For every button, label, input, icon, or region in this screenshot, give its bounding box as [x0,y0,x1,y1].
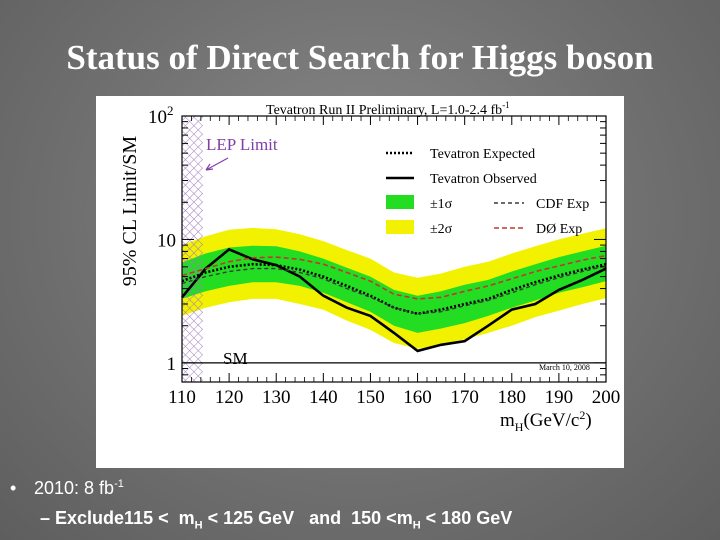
x-tick-label: 120 [215,387,244,408]
legend-observed: Tevatron Observed [386,172,537,187]
bullet-sup: -1 [114,478,124,490]
subbullet-dash: – [40,508,51,528]
legend-two-sigma-swatch [386,220,414,234]
legend-d0-label: DØ Exp [536,222,582,237]
legend-expected-label: Tevatron Expected [430,147,535,162]
x-axis-label: mH(GeV/c2) [500,408,592,434]
expected-limit-line [181,262,607,316]
limit-chart-svg: 110 120 130 140 150 160 170 180 190 200 102 10 1 Tev… [119,100,621,434]
subbullet-part3: < 180 GeV [420,508,513,528]
x-tick-label: 160 [403,387,432,408]
bullet-dot: • [10,478,17,498]
x-tick-label: 140 [309,387,338,408]
x-tick-label: 110 [168,387,196,408]
subbullet-part1: Exclude115 < m [55,508,195,528]
bullet-text: 2010: 8 fb [34,478,115,498]
legend-d0: DØ Exp [494,222,582,237]
plot-frame [181,115,607,383]
legend-expected: Tevatron Expected [386,147,535,162]
date-annotation: March 10, 2008 [539,363,590,372]
x-tick-label: 190 [545,387,574,408]
legend-one-sigma-label: ±1σ [430,197,453,212]
x-tick-label: 200 [592,387,621,408]
x-tick-label: 150 [356,387,385,408]
subbullet-sub1: H [194,519,203,532]
lep-limit-arrow [205,157,229,171]
legend-observed-label: Tevatron Observed [430,172,537,187]
sm-label: SM [223,349,248,368]
legend-cdf-label: CDF Exp [536,197,589,212]
cdf-expected-line [181,265,607,315]
x-tick-label: 130 [262,387,291,408]
subbullet-exclusion: – Exclude115 < mH < 125 GeV and 150 <mH … [40,508,512,532]
lep-limit-label: LEP Limit [206,135,278,154]
legend-two-sigma: ±2σ [386,220,453,237]
legend-two-sigma-label: ±2σ [430,222,453,237]
y-tick-label: 1 [167,354,177,375]
bullet-2010: • 2010: 8 fb-1 [10,478,124,499]
subbullet-sub2: H [412,519,421,532]
observed-limit-line [180,247,607,353]
y-tick-label: 10 [157,230,176,251]
lep-excluded-region-crosshatch [182,116,203,382]
legend-one-sigma: ±1σ [386,195,453,212]
slide-title: Status of Direct Search for Higgs boson [66,38,654,77]
d0-expected-line [181,254,607,300]
subbullet-part2: < 125 GeV and 150 <m [202,508,413,528]
x-tick-label: 170 [450,387,479,408]
limit-plot: 110 120 130 140 150 160 170 180 190 200 102 10 1 Tev… [96,96,624,468]
chart-title: Tevatron Run II Preliminary, L=1.0-2.4 f… [266,100,510,118]
y-tick-label: 102 [148,103,174,128]
x-tick-label: 180 [498,387,527,408]
y-axis-label: 95% CL Limit/SM [119,136,141,287]
legend-one-sigma-swatch [386,195,414,209]
legend-cdf: CDF Exp [494,197,589,212]
